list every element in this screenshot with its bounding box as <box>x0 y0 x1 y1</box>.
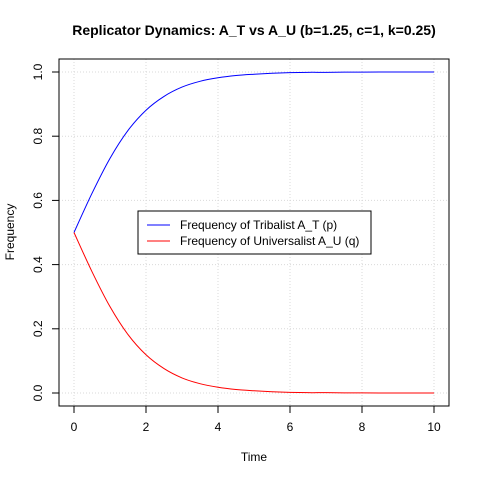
x-tick-label: 0 <box>71 420 78 434</box>
x-tick-label: 10 <box>427 420 441 434</box>
legend-label-tribalist: Frequency of Tribalist A_T (p) <box>180 218 337 232</box>
legend-box <box>137 210 372 255</box>
y-axis-title: Frequency <box>3 204 17 261</box>
x-axis-title: Time <box>241 450 268 464</box>
x-tick-label: 4 <box>215 420 222 434</box>
plot-border <box>58 58 450 407</box>
series-layer <box>73 71 435 394</box>
x-tick-label: 2 <box>143 420 150 434</box>
series-line-universalist <box>73 232 435 394</box>
y-tick-label: 0.0 <box>31 384 45 401</box>
y-tick-label: 1.0 <box>31 63 45 80</box>
x-tick-label: 6 <box>287 420 294 434</box>
x-axis: 0 2 4 6 8 10 <box>71 406 441 434</box>
y-tick-label: 0.8 <box>31 128 45 145</box>
y-tick-label: 0.4 <box>31 256 45 273</box>
legend-label-universalist: Frequency of Universalist A_U (q) <box>180 234 359 248</box>
y-tick-label: 0.2 <box>31 320 45 337</box>
series-line-tribalist <box>73 71 435 233</box>
chart-title: Replicator Dynamics: A_T vs A_U (b=1.25,… <box>72 22 436 38</box>
legend: Frequency of Tribalist A_T (p) Frequency… <box>137 210 372 255</box>
x-tick-label: 8 <box>359 420 366 434</box>
grid <box>59 59 449 406</box>
y-axis: 0.0 0.2 0.4 0.6 0.8 1.0 <box>31 63 59 401</box>
y-tick-label: 0.6 <box>31 192 45 209</box>
